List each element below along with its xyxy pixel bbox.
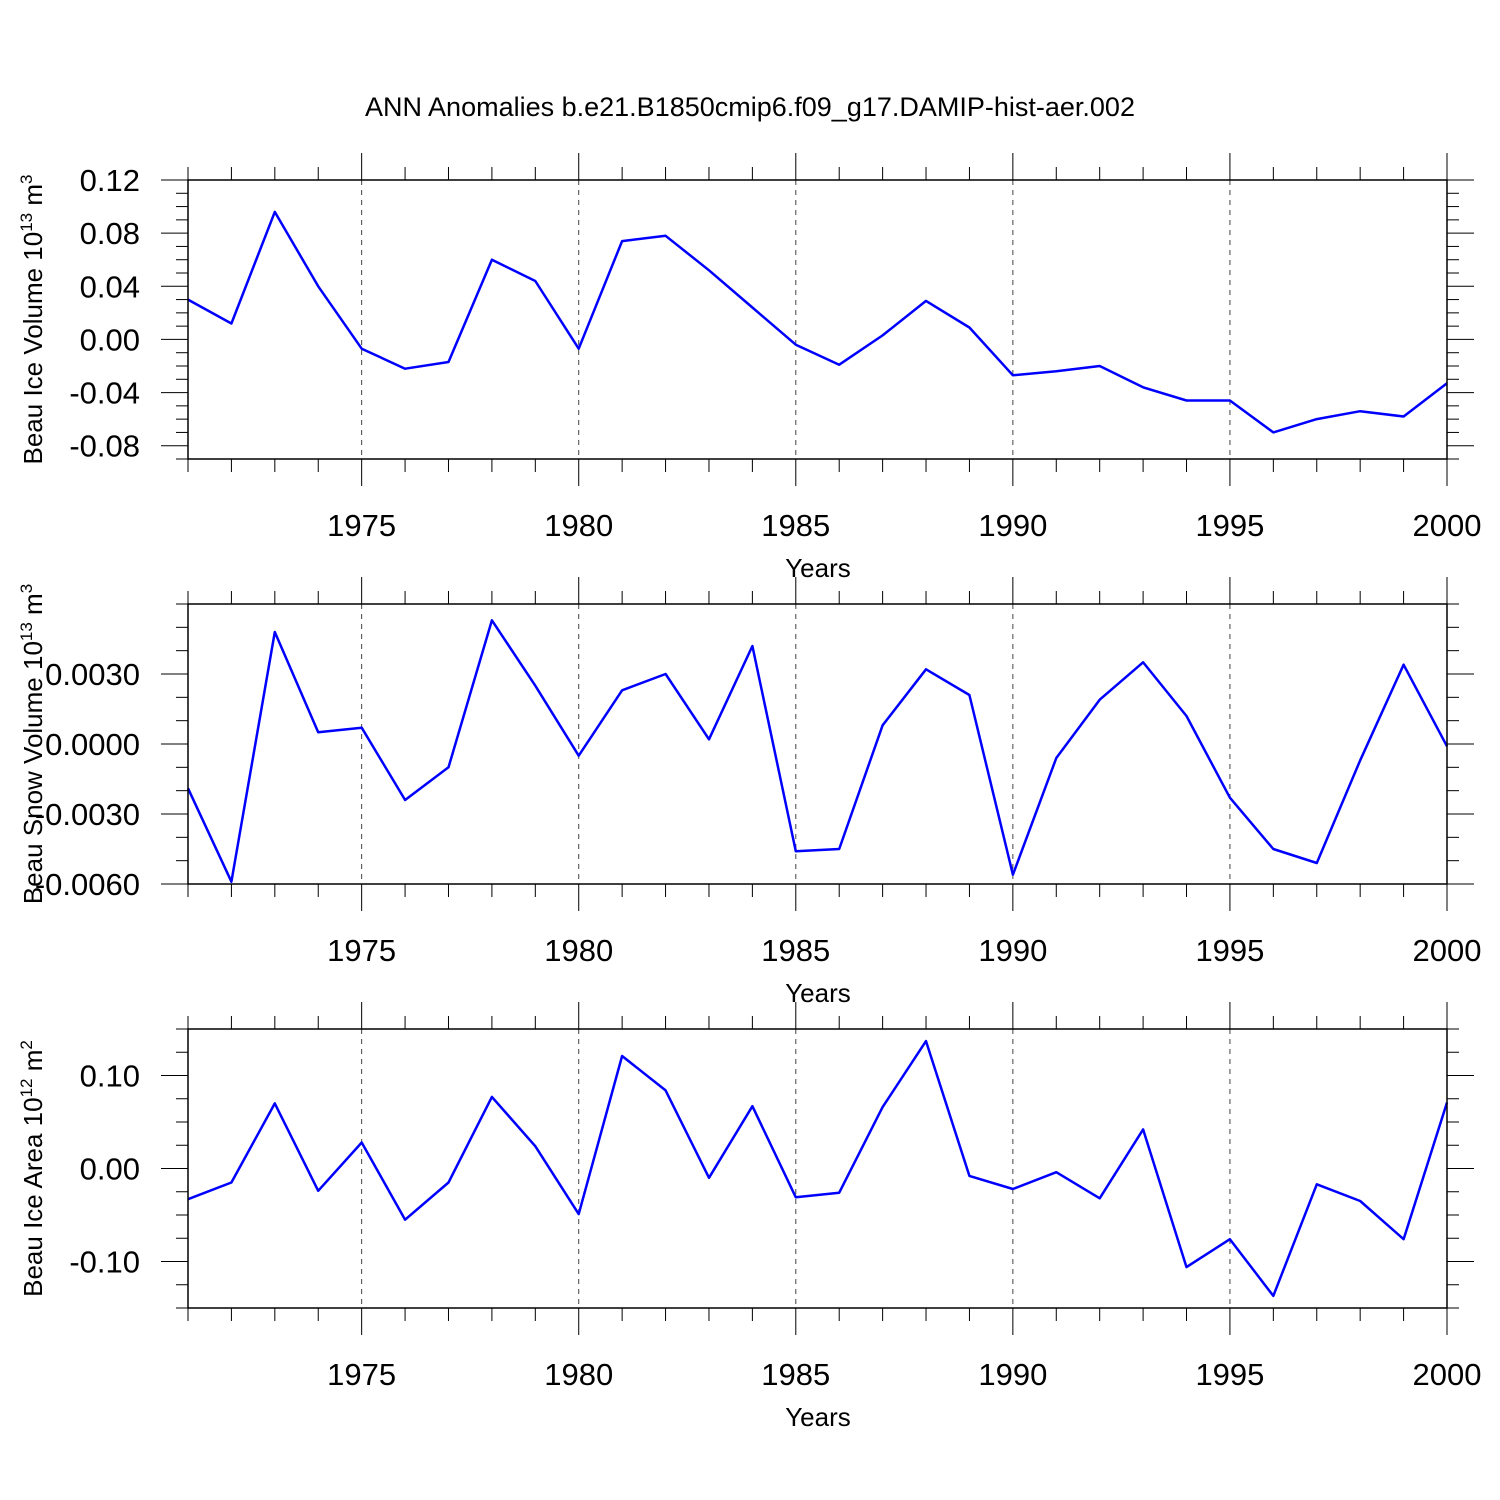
x-tick-label: 1995 [1195,933,1264,968]
y-tick-label: 0.0030 [45,657,140,692]
y-tick-label: 0.0000 [45,727,140,762]
x-tick-label: 1985 [761,933,830,968]
x-tick-label: 1995 [1195,508,1264,543]
y-tick-label: -0.0030 [35,797,140,832]
x-tick-label: 1980 [544,933,613,968]
x-axis-title: Years [785,553,851,583]
y-axis-title: Beau Ice Volume 1013 m3 [17,175,48,465]
panel-ice-area: 0.10 0.00 -0.10 1975 1980 1985 1990 1995 2000 Yea… [17,1002,1481,1432]
series-line-ice-volume [187,210,1448,434]
x-tick-label: 1995 [1195,1357,1264,1392]
panel-ice-volume: 0.12 0.08 0.04 0.00 -0.04 -0.08 1975 1980 1985 19… [17,153,1481,583]
x-tick-label: 1990 [978,508,1047,543]
x-tick-label: 2000 [1413,1357,1482,1392]
y-axis-title: Beau Ice Area 1012 m2 [17,1040,48,1297]
x-tick-label: 1990 [978,933,1047,968]
y-tick-label: -0.08 [69,429,140,464]
y-tick-label: 0.12 [80,163,140,198]
x-tick-label: 1980 [544,1357,613,1392]
x-tick-label: 2000 [1413,508,1482,543]
figure-title: ANN Anomalies b.e21.B1850cmip6.f09_g17.D… [365,92,1135,122]
plot-frame [187,179,1448,460]
x-tick-label: 1985 [761,1357,830,1392]
panel-snow-volume: 0.0030 0.0000 -0.0030 -0.0060 1975 1980 1985 19… [17,577,1481,1008]
x-tick-label: 1975 [327,1357,396,1392]
x-tick-label: 1980 [544,508,613,543]
x-axis-title: Years [785,978,851,1008]
y-tick-label: 0.00 [80,322,140,357]
y-tick-label: 0.04 [80,269,140,304]
x-tick-label: 1990 [978,1357,1047,1392]
y-tick-label: -0.10 [69,1245,140,1280]
plot-frame [187,603,1448,885]
x-tick-label: 1975 [327,508,396,543]
y-tick-label: 0.10 [80,1059,140,1094]
series-line-ice-area [187,1039,1449,1298]
y-axis-title: Beau Snow Volume 1013 m3 [17,584,48,904]
x-tick-label: 1975 [327,933,396,968]
y-tick-label: -0.04 [69,376,140,411]
plot-frame [187,1028,1448,1309]
y-tick-label: 0.00 [80,1152,140,1187]
series-line-snow-volume [186,619,1449,883]
x-tick-label: 2000 [1413,933,1482,968]
y-tick-label: 0.08 [80,216,140,251]
y-tick-label: -0.0060 [35,867,140,902]
x-tick-label: 1985 [761,508,830,543]
x-axis-title: Years [785,1402,851,1432]
